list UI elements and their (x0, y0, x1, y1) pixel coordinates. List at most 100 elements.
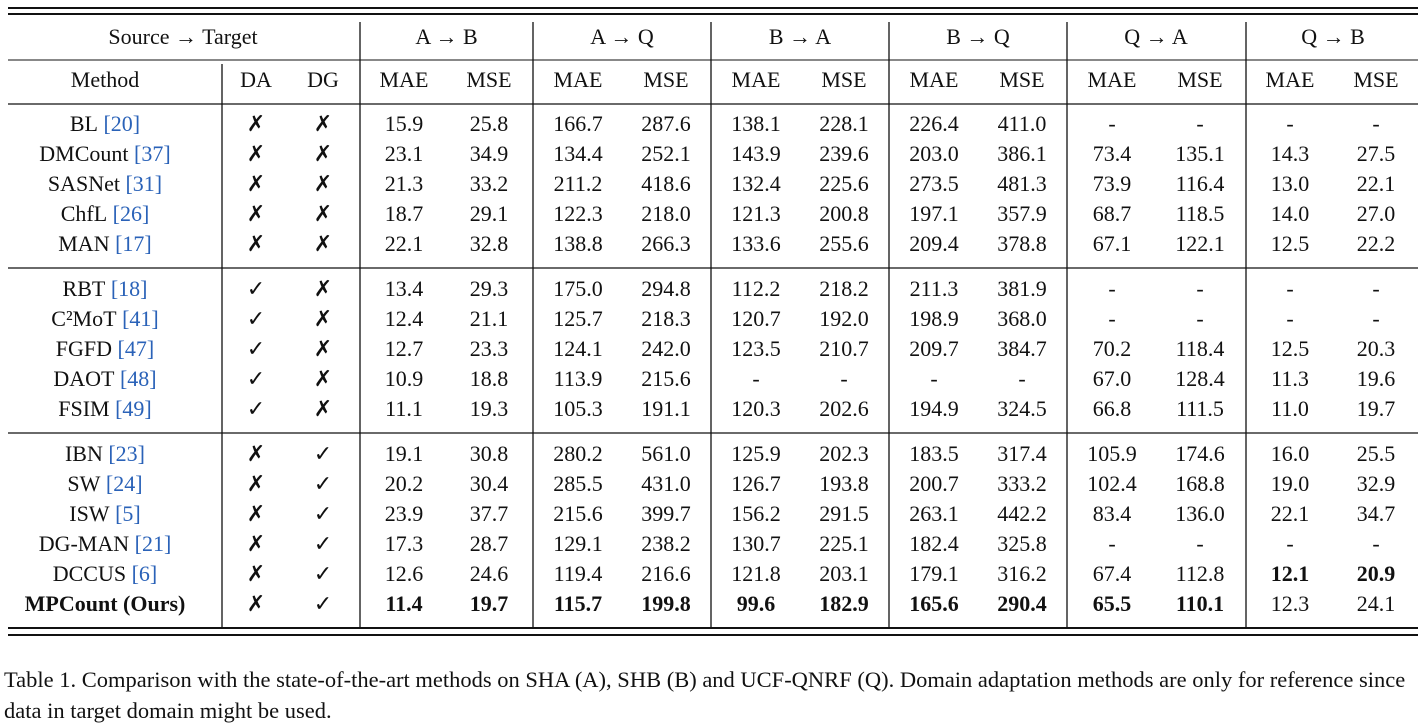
value-cell: 15.9 (385, 111, 424, 136)
value-cell: 381.9 (997, 276, 1047, 301)
value-cell: 73.4 (1093, 141, 1132, 166)
value-cell: 18.7 (385, 201, 424, 226)
value-cell: 193.8 (819, 471, 869, 496)
value-cell: 384.7 (997, 336, 1047, 361)
method-cell: MAN [17] (58, 231, 152, 256)
value-cell: 255.6 (819, 231, 869, 256)
value-cell: 16.0 (1271, 441, 1310, 466)
value-cell: 182.4 (909, 531, 959, 556)
value-cell: 28.7 (470, 531, 509, 556)
value-cell: 22.1 (385, 231, 424, 256)
method-name: DAOT (53, 366, 115, 391)
value-cell: 285.5 (553, 471, 603, 496)
value-cell: 130.7 (731, 531, 781, 556)
method-name: C²MoT (51, 306, 117, 331)
header-pair: B → A (769, 24, 831, 49)
method-name: DG-MAN (39, 531, 130, 556)
value-cell: - (1018, 366, 1025, 391)
method-cell: DMCount [37] (39, 141, 170, 166)
value-cell: - (1108, 531, 1115, 556)
results-table: Source → Target A → B A → Q B → A B → Q Q → A… (8, 7, 1418, 636)
value-cell: 263.1 (909, 501, 959, 526)
citation: [48] (120, 366, 157, 391)
value-cell: 216.6 (641, 561, 691, 586)
value-cell: 183.5 (909, 441, 959, 466)
method-cell: RBT [18] (63, 276, 148, 301)
value-cell: 126.7 (731, 471, 781, 496)
header-metric: MAE (910, 67, 959, 92)
value-cell: 22.2 (1357, 231, 1396, 256)
value-cell: - (752, 366, 759, 391)
value-cell: - (1372, 276, 1379, 301)
value-cell: 225.6 (819, 171, 869, 196)
da-cell: ✗ (247, 561, 265, 586)
citation: [41] (122, 306, 159, 331)
header-metric: MSE (999, 67, 1044, 92)
value-cell: 27.0 (1357, 201, 1396, 226)
method-name: IBN (65, 441, 103, 466)
da-cell: ✓ (247, 366, 265, 391)
value-cell: 22.1 (1271, 501, 1310, 526)
value-cell: 120.7 (731, 306, 781, 331)
value-cell: - (1372, 111, 1379, 136)
value-cell: 431.0 (641, 471, 691, 496)
value-cell: 225.1 (819, 531, 869, 556)
header-column: DG (307, 67, 339, 92)
value-cell: 25.5 (1357, 441, 1396, 466)
citation: [26] (113, 201, 150, 226)
value-cell: 67.4 (1093, 561, 1132, 586)
value-cell: 83.4 (1093, 501, 1132, 526)
value-cell: 138.1 (731, 111, 781, 136)
citation: [20] (103, 111, 140, 136)
value-cell: 14.3 (1271, 141, 1310, 166)
da-cell: ✗ (247, 531, 265, 556)
value-cell: 18.8 (470, 366, 509, 391)
value-cell: 197.1 (909, 201, 959, 226)
method-name: MAN (58, 231, 109, 256)
value-cell: 287.6 (641, 111, 691, 136)
value-cell: 228.1 (819, 111, 869, 136)
value-cell: 118.4 (1176, 336, 1225, 361)
method-name: MPCount (Ours) (25, 591, 186, 616)
value-cell: 70.2 (1093, 336, 1132, 361)
value-cell: 118.5 (1176, 201, 1225, 226)
value-cell: 67.1 (1093, 231, 1132, 256)
value-cell: 252.1 (641, 141, 691, 166)
value-cell: 418.6 (641, 171, 691, 196)
method-name: ISW (69, 501, 110, 526)
value-cell: 120.3 (731, 396, 781, 421)
value-cell: 10.9 (385, 366, 424, 391)
method-name: ChfL (61, 201, 107, 226)
value-cell: 12.6 (385, 561, 424, 586)
method-cell: IBN [23] (65, 441, 145, 466)
header-metric: MAE (1266, 67, 1315, 92)
value-cell: 20.3 (1357, 336, 1396, 361)
method-cell: C²MoT [41] (51, 306, 158, 331)
value-cell: 200.8 (819, 201, 869, 226)
value-cell: 290.4 (997, 591, 1047, 616)
value-cell: 21.1 (470, 306, 509, 331)
dg-cell: ✓ (314, 441, 332, 466)
value-cell: 266.3 (641, 231, 691, 256)
citation: [23] (108, 441, 145, 466)
value-cell: 200.7 (909, 471, 959, 496)
header-pair: Q → A (1124, 24, 1188, 49)
method-cell: MPCount (Ours) (25, 591, 186, 616)
value-cell: 124.1 (553, 336, 603, 361)
header-metric: MSE (466, 67, 511, 92)
da-cell: ✗ (247, 591, 265, 616)
method-name: FGFD (56, 336, 112, 361)
value-cell: 125.7 (553, 306, 603, 331)
value-cell: 19.1 (385, 441, 424, 466)
method-cell: FGFD [47] (56, 336, 154, 361)
da-cell: ✗ (247, 141, 265, 166)
method-cell: ISW [5] (69, 501, 140, 526)
value-cell: 27.5 (1357, 141, 1396, 166)
value-cell: 333.2 (997, 471, 1047, 496)
value-cell: 128.4 (1175, 366, 1225, 391)
value-cell: 203.0 (909, 141, 959, 166)
value-cell: 30.8 (470, 441, 509, 466)
value-cell: 32.9 (1357, 471, 1396, 496)
citation: [37] (134, 141, 171, 166)
